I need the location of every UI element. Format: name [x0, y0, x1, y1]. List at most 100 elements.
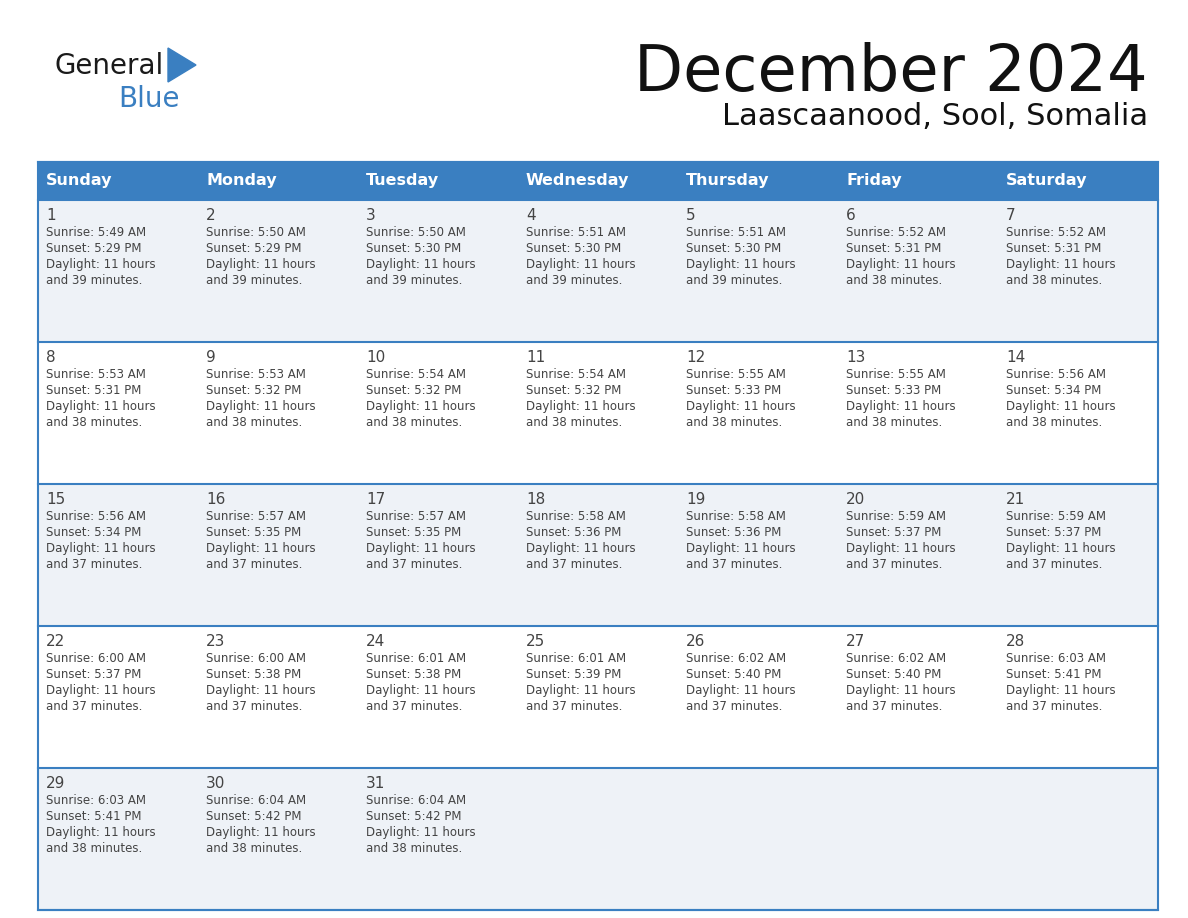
Text: Daylight: 11 hours: Daylight: 11 hours: [206, 258, 316, 271]
Text: Daylight: 11 hours: Daylight: 11 hours: [846, 684, 955, 697]
Text: Daylight: 11 hours: Daylight: 11 hours: [46, 400, 156, 413]
Bar: [678, 484, 838, 626]
Bar: [38, 626, 198, 768]
Text: Sunrise: 5:51 AM: Sunrise: 5:51 AM: [685, 226, 786, 239]
Text: Friday: Friday: [846, 174, 902, 188]
Text: Daylight: 11 hours: Daylight: 11 hours: [1006, 684, 1116, 697]
Text: Sunrise: 5:53 AM: Sunrise: 5:53 AM: [206, 368, 305, 381]
Bar: [38, 484, 198, 626]
Text: Sunset: 5:36 PM: Sunset: 5:36 PM: [685, 526, 782, 539]
Text: Sunrise: 5:53 AM: Sunrise: 5:53 AM: [46, 368, 146, 381]
Bar: [358, 342, 518, 484]
Text: and 38 minutes.: and 38 minutes.: [685, 416, 782, 429]
Text: 8: 8: [46, 350, 56, 365]
Text: Daylight: 11 hours: Daylight: 11 hours: [846, 542, 955, 555]
Text: Daylight: 11 hours: Daylight: 11 hours: [46, 542, 156, 555]
Text: Sunday: Sunday: [46, 174, 113, 188]
Text: Sunrise: 5:55 AM: Sunrise: 5:55 AM: [685, 368, 786, 381]
Text: 7: 7: [1006, 208, 1016, 223]
Text: Daylight: 11 hours: Daylight: 11 hours: [685, 400, 796, 413]
Text: 15: 15: [46, 492, 65, 507]
Text: Daylight: 11 hours: Daylight: 11 hours: [526, 684, 636, 697]
Text: 20: 20: [846, 492, 865, 507]
Text: Sunrise: 6:02 AM: Sunrise: 6:02 AM: [685, 652, 786, 665]
Text: Sunrise: 6:01 AM: Sunrise: 6:01 AM: [366, 652, 466, 665]
Text: 1: 1: [46, 208, 56, 223]
Bar: [518, 626, 678, 768]
Text: Sunrise: 6:00 AM: Sunrise: 6:00 AM: [46, 652, 146, 665]
Text: Sunrise: 5:54 AM: Sunrise: 5:54 AM: [526, 368, 626, 381]
Text: 26: 26: [685, 634, 706, 649]
Bar: [838, 484, 998, 626]
Text: and 37 minutes.: and 37 minutes.: [685, 700, 783, 713]
Text: and 37 minutes.: and 37 minutes.: [206, 700, 303, 713]
Bar: [358, 626, 518, 768]
Bar: [38, 162, 1158, 910]
Text: Sunrise: 6:03 AM: Sunrise: 6:03 AM: [46, 794, 146, 807]
Bar: [998, 162, 1158, 200]
Text: 10: 10: [366, 350, 385, 365]
Bar: [198, 626, 358, 768]
Text: and 37 minutes.: and 37 minutes.: [366, 700, 462, 713]
Text: Daylight: 11 hours: Daylight: 11 hours: [685, 258, 796, 271]
Text: and 38 minutes.: and 38 minutes.: [206, 842, 302, 855]
Text: Sunrise: 6:01 AM: Sunrise: 6:01 AM: [526, 652, 626, 665]
Text: 19: 19: [685, 492, 706, 507]
Bar: [998, 768, 1158, 910]
Bar: [38, 342, 198, 484]
Polygon shape: [168, 48, 196, 82]
Bar: [198, 162, 358, 200]
Text: and 37 minutes.: and 37 minutes.: [1006, 558, 1102, 571]
Text: Daylight: 11 hours: Daylight: 11 hours: [685, 684, 796, 697]
Text: and 38 minutes.: and 38 minutes.: [846, 274, 942, 287]
Text: Saturday: Saturday: [1006, 174, 1087, 188]
Text: Daylight: 11 hours: Daylight: 11 hours: [46, 258, 156, 271]
Text: and 37 minutes.: and 37 minutes.: [206, 558, 303, 571]
Text: Daylight: 11 hours: Daylight: 11 hours: [46, 684, 156, 697]
Text: Daylight: 11 hours: Daylight: 11 hours: [846, 400, 955, 413]
Bar: [518, 484, 678, 626]
Bar: [678, 626, 838, 768]
Text: Daylight: 11 hours: Daylight: 11 hours: [46, 826, 156, 839]
Text: Sunrise: 6:04 AM: Sunrise: 6:04 AM: [206, 794, 307, 807]
Text: 4: 4: [526, 208, 536, 223]
Text: and 37 minutes.: and 37 minutes.: [685, 558, 783, 571]
Text: 12: 12: [685, 350, 706, 365]
Text: 13: 13: [846, 350, 865, 365]
Text: Sunset: 5:35 PM: Sunset: 5:35 PM: [206, 526, 302, 539]
Bar: [38, 162, 198, 200]
Text: Daylight: 11 hours: Daylight: 11 hours: [526, 400, 636, 413]
Text: Sunset: 5:30 PM: Sunset: 5:30 PM: [685, 242, 782, 255]
Bar: [838, 768, 998, 910]
Text: Sunset: 5:42 PM: Sunset: 5:42 PM: [366, 810, 461, 823]
Text: Daylight: 11 hours: Daylight: 11 hours: [846, 258, 955, 271]
Text: Daylight: 11 hours: Daylight: 11 hours: [206, 826, 316, 839]
Text: Sunrise: 5:56 AM: Sunrise: 5:56 AM: [1006, 368, 1106, 381]
Text: Sunset: 5:40 PM: Sunset: 5:40 PM: [846, 668, 941, 681]
Bar: [38, 768, 198, 910]
Text: 29: 29: [46, 776, 65, 791]
Text: Sunset: 5:30 PM: Sunset: 5:30 PM: [526, 242, 621, 255]
Text: Sunset: 5:40 PM: Sunset: 5:40 PM: [685, 668, 782, 681]
Bar: [198, 342, 358, 484]
Text: Sunset: 5:37 PM: Sunset: 5:37 PM: [46, 668, 141, 681]
Text: Sunset: 5:42 PM: Sunset: 5:42 PM: [206, 810, 302, 823]
Text: and 39 minutes.: and 39 minutes.: [685, 274, 783, 287]
Text: and 37 minutes.: and 37 minutes.: [1006, 700, 1102, 713]
Text: Sunset: 5:33 PM: Sunset: 5:33 PM: [685, 384, 782, 397]
Bar: [198, 200, 358, 342]
Text: 5: 5: [685, 208, 696, 223]
Text: 6: 6: [846, 208, 855, 223]
Text: Sunset: 5:37 PM: Sunset: 5:37 PM: [846, 526, 941, 539]
Bar: [838, 162, 998, 200]
Text: Daylight: 11 hours: Daylight: 11 hours: [206, 400, 316, 413]
Bar: [358, 484, 518, 626]
Text: Sunrise: 5:52 AM: Sunrise: 5:52 AM: [846, 226, 946, 239]
Bar: [998, 484, 1158, 626]
Bar: [998, 200, 1158, 342]
Text: and 38 minutes.: and 38 minutes.: [366, 416, 462, 429]
Text: and 38 minutes.: and 38 minutes.: [46, 842, 143, 855]
Text: and 37 minutes.: and 37 minutes.: [366, 558, 462, 571]
Text: 22: 22: [46, 634, 65, 649]
Text: Laascaanood, Sool, Somalia: Laascaanood, Sool, Somalia: [722, 102, 1148, 131]
